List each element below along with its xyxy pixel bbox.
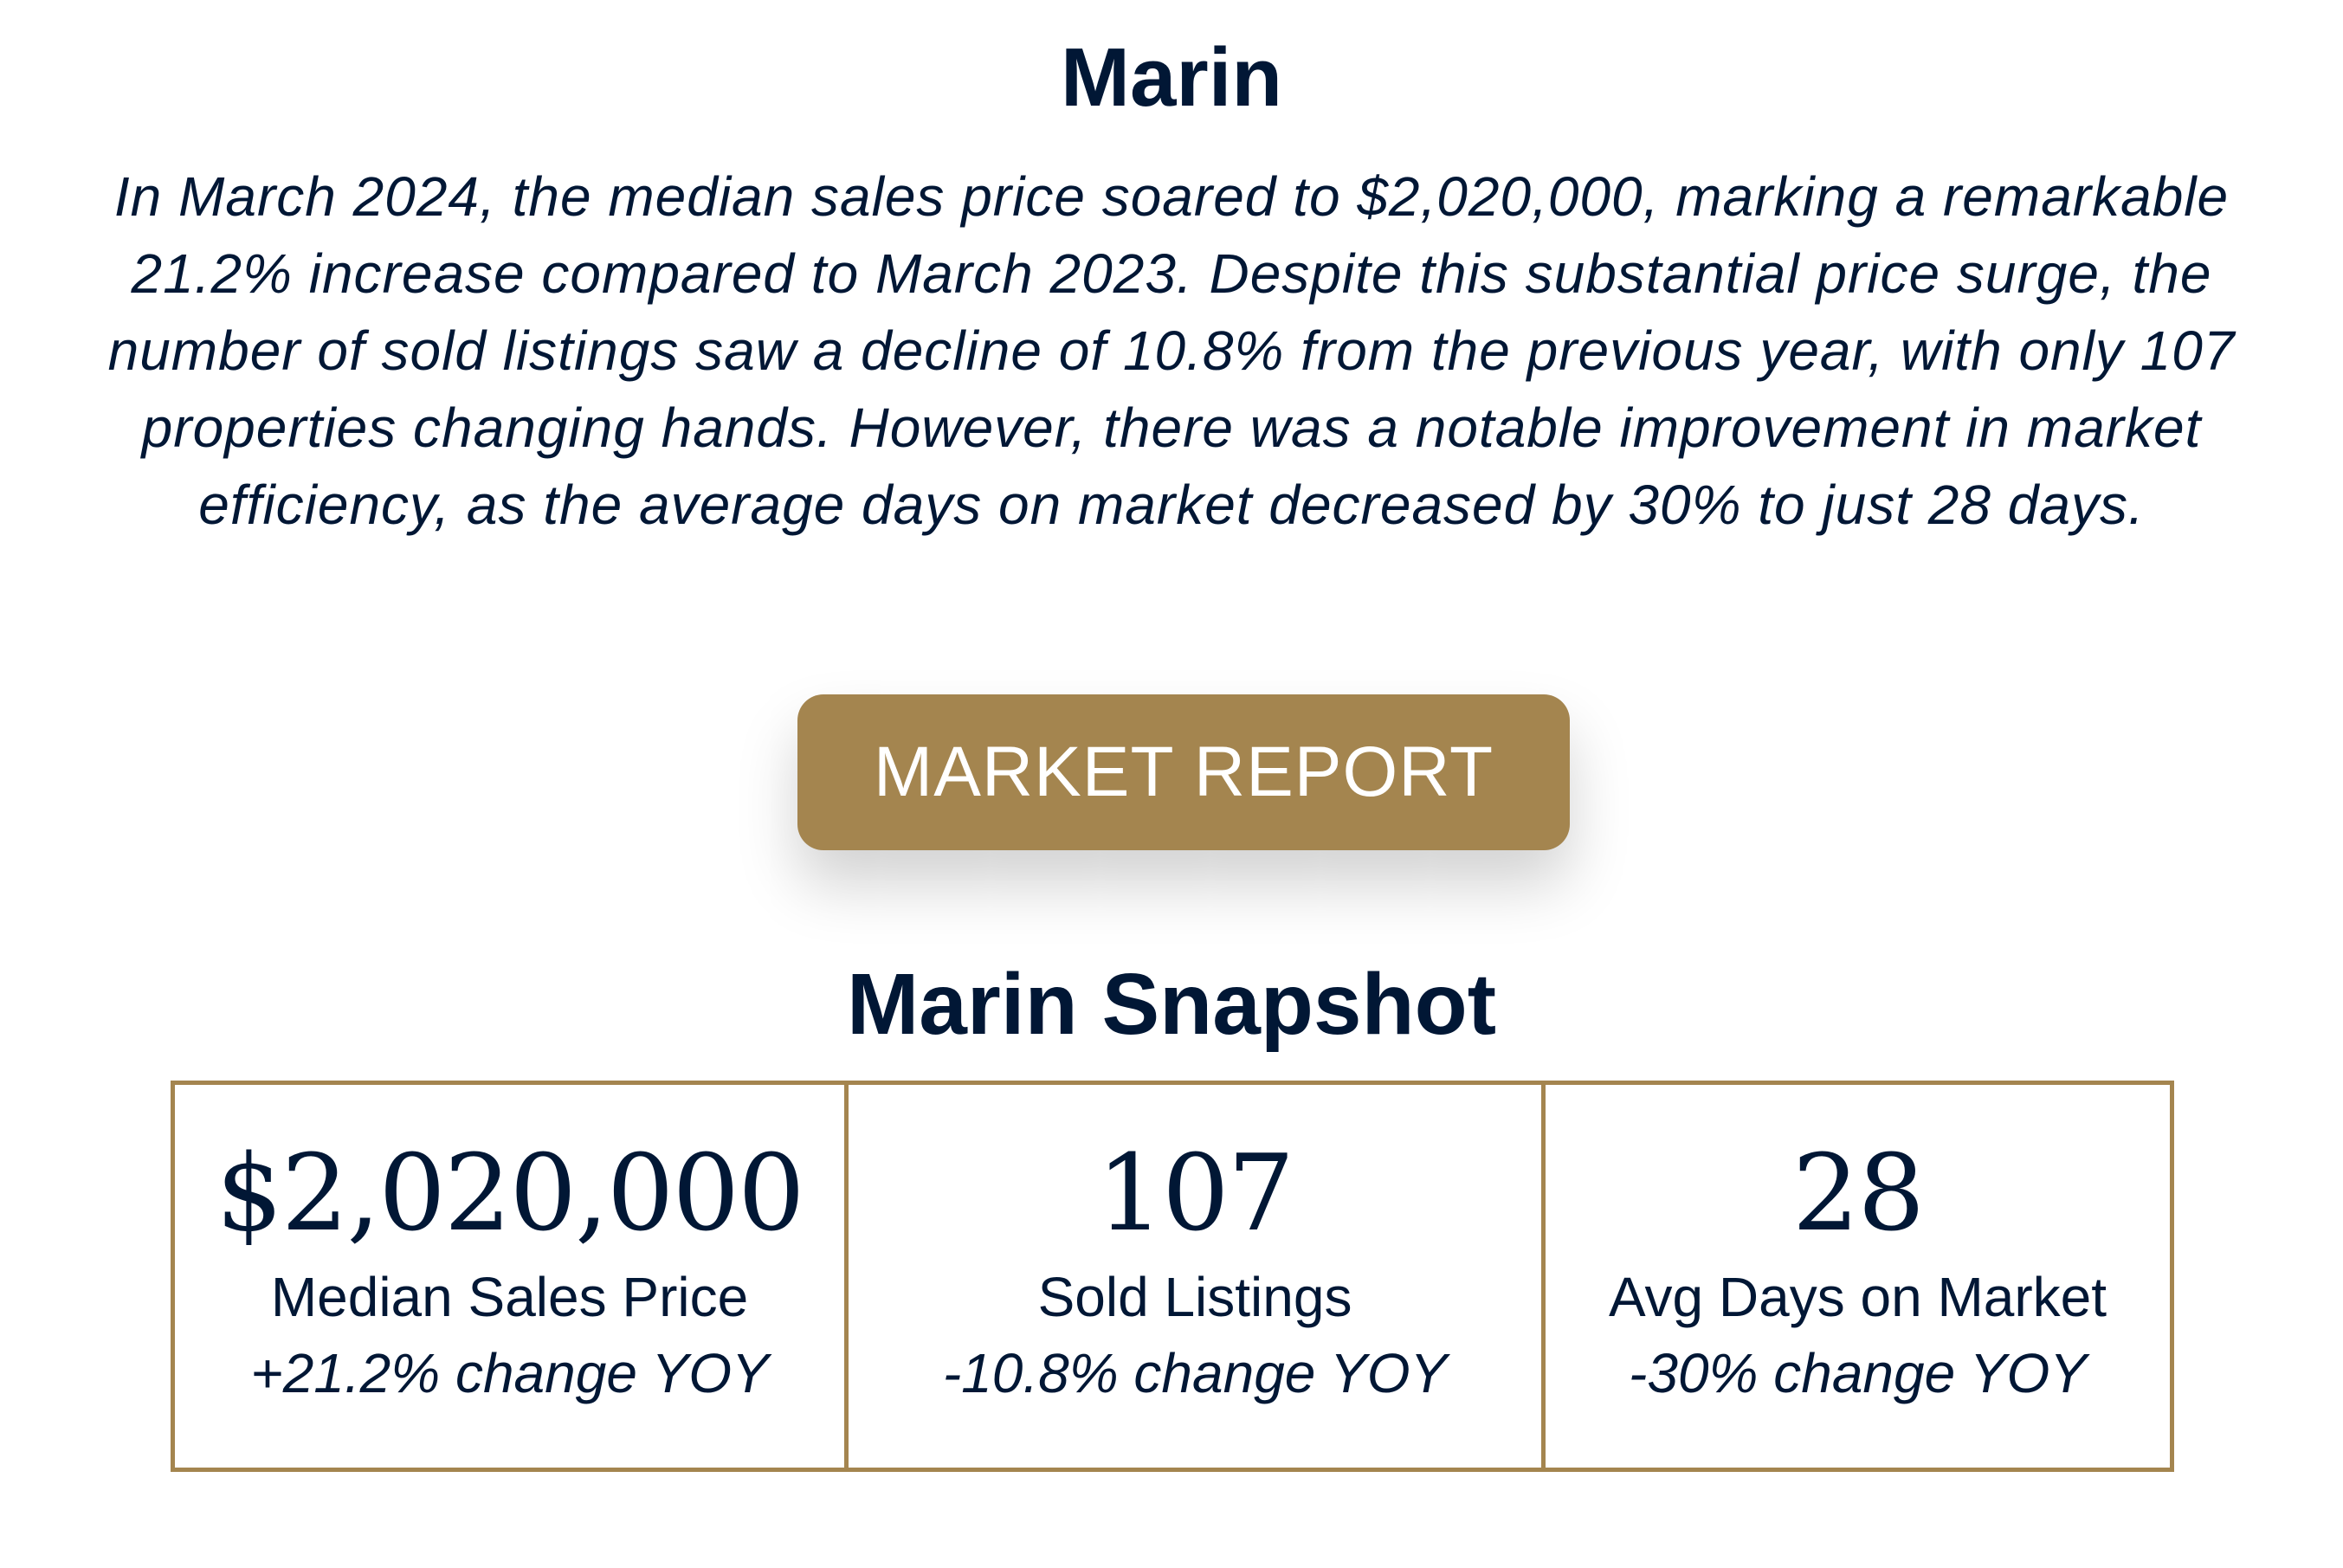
stat-label: Sold Listings <box>1037 1266 1352 1328</box>
stat-value: 28 <box>1791 1132 1925 1255</box>
stat-change: +21.2% change YOY <box>250 1342 769 1404</box>
stat-median-sales-price: $2,020,000 Median Sales Price +21.2% cha… <box>175 1085 844 1468</box>
market-report-button[interactable]: MARKET REPORT <box>797 694 1570 850</box>
stat-label: Median Sales Price <box>270 1266 749 1328</box>
market-summary: In March 2024, the median sales price so… <box>107 165 2236 536</box>
stat-value: $2,020,000 <box>216 1132 805 1255</box>
stat-sold-listings: 107 Sold Listings -10.8% change YOY <box>844 1085 1541 1468</box>
stat-avg-days-on-market: 28 Avg Days on Market -30% change YOY <box>1541 1085 2170 1468</box>
snapshot-table: $2,020,000 Median Sales Price +21.2% cha… <box>171 1081 2174 1472</box>
stat-label: Avg Days on Market <box>1608 1266 2107 1328</box>
stat-value: 107 <box>1096 1132 1295 1255</box>
page-title: Marin <box>1060 31 1283 124</box>
stat-change: -10.8% change YOY <box>942 1342 1448 1404</box>
snapshot-title: Marin Snapshot <box>846 956 1497 1053</box>
stat-change: -30% change YOY <box>1629 1342 2087 1404</box>
